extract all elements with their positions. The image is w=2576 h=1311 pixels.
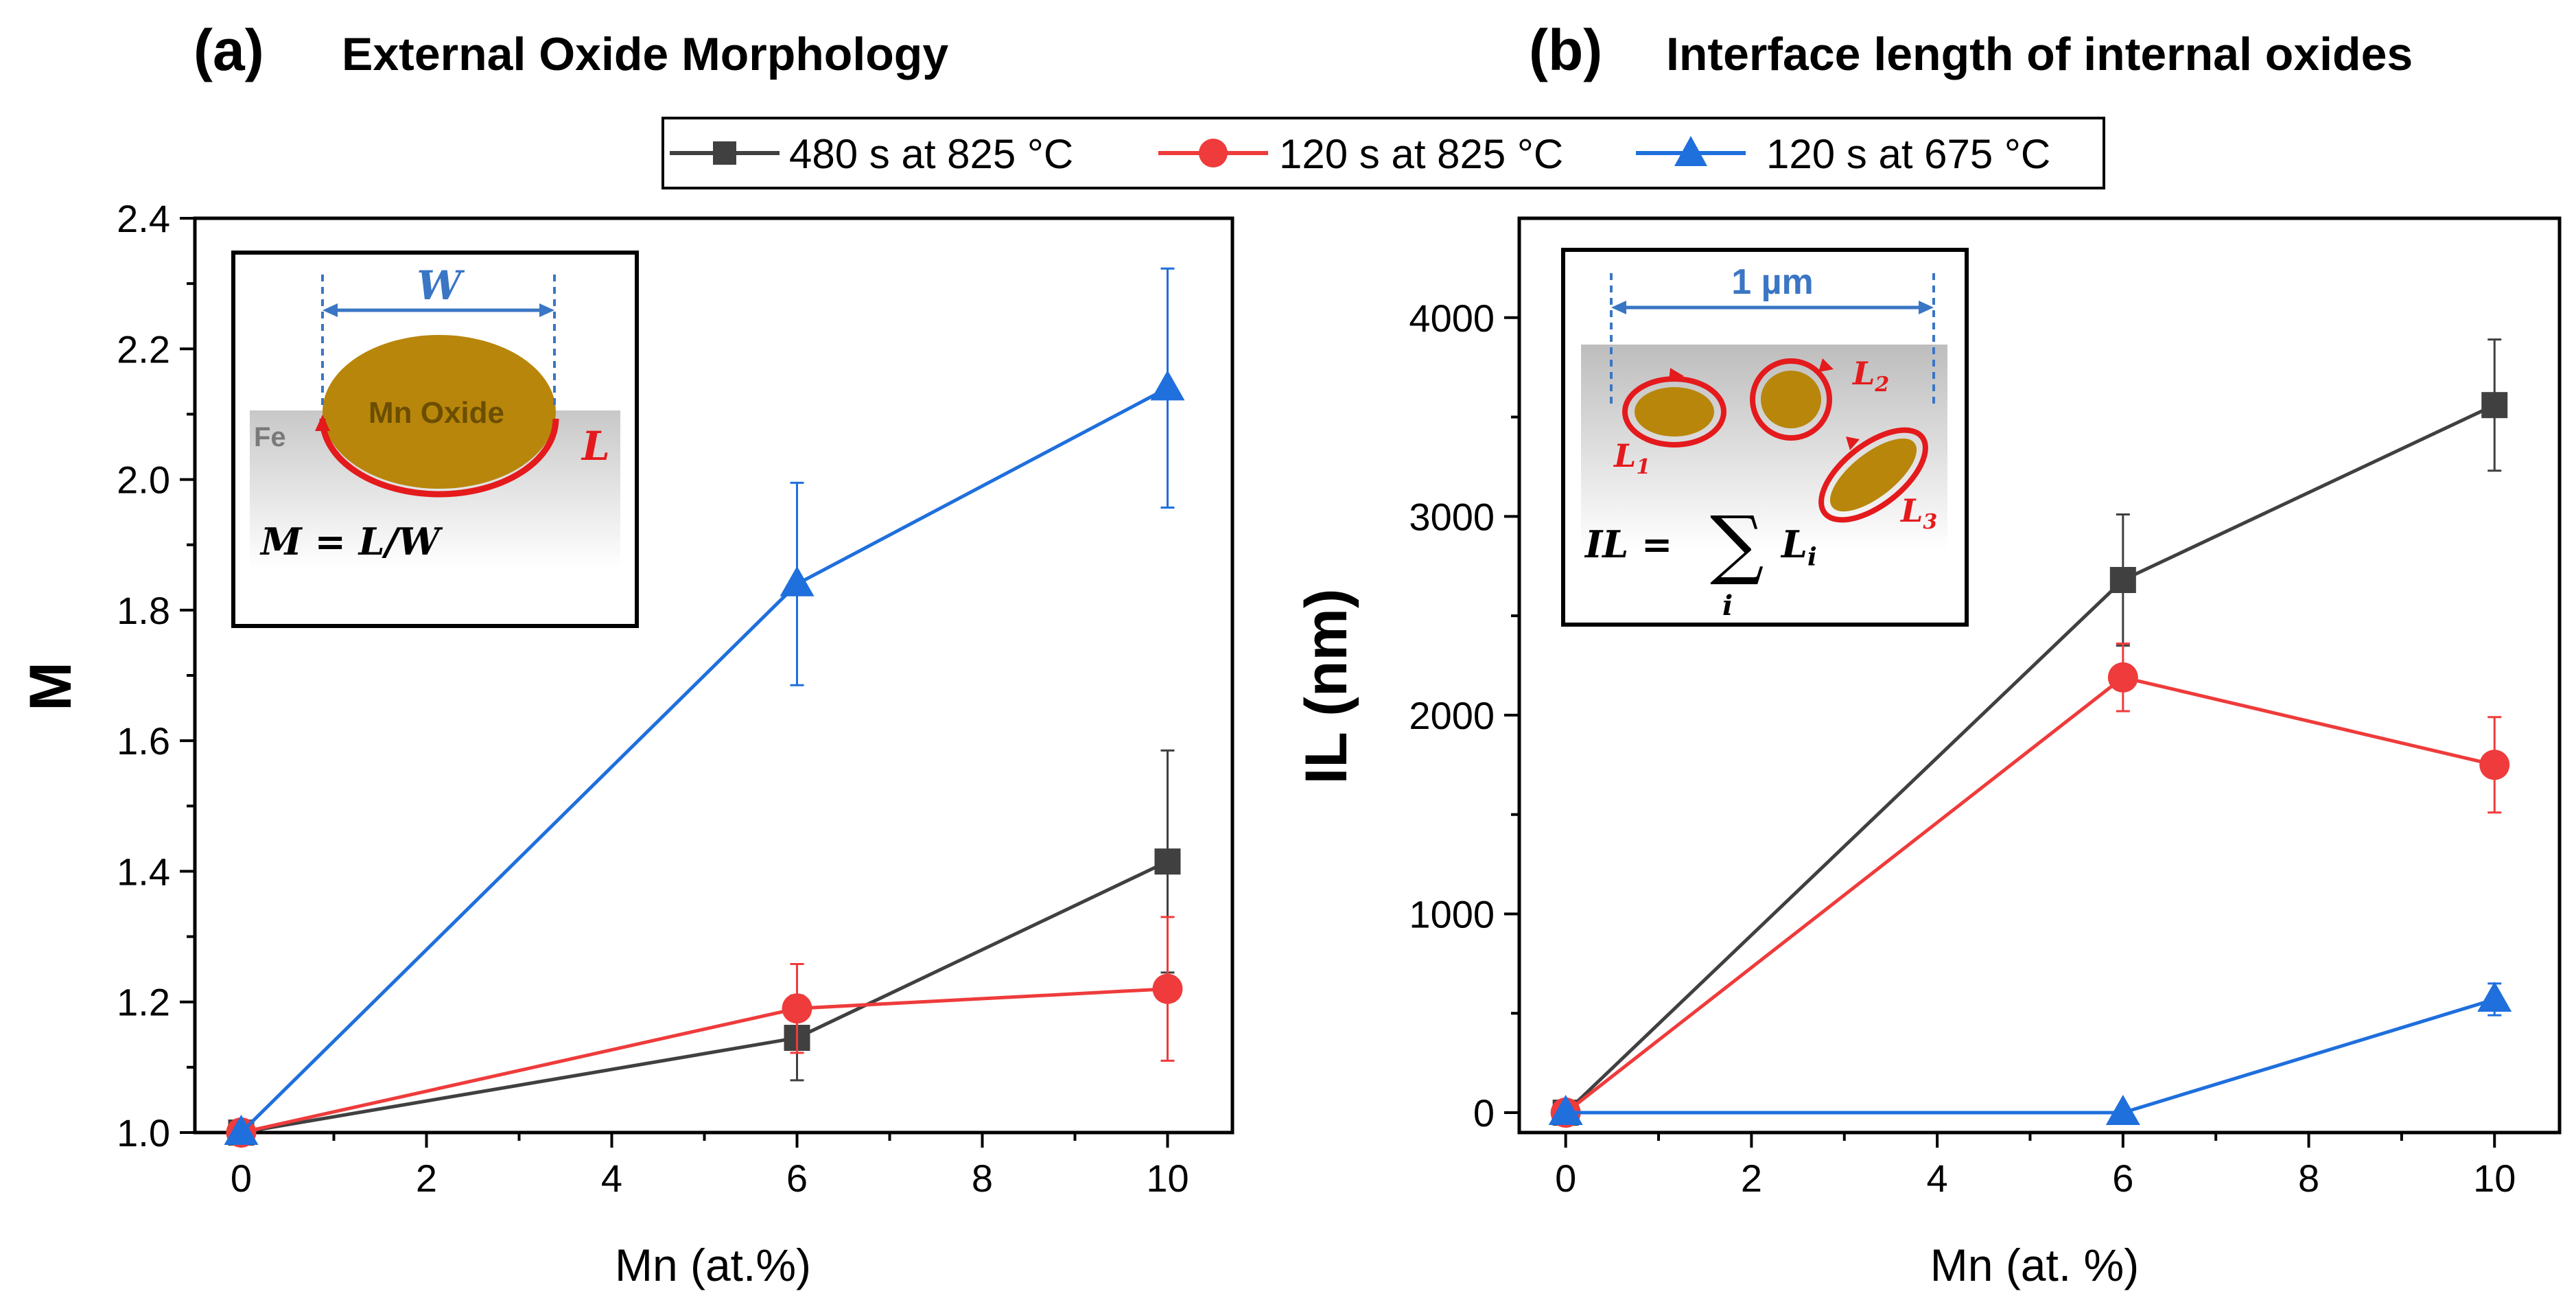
series-line [1565, 997, 2495, 1115]
legend-triangle-marker [1674, 136, 1707, 166]
panel-a-plot: 0 2 4 6 8 10 1.0 1.2 1.4 1.6 1.8 2.0 2.2 2.4 [117, 197, 1234, 1200]
oxide-3-outline [1818, 427, 1928, 523]
data-point-circle [1152, 973, 1183, 1004]
y-tick-label: 0 [1473, 1091, 1495, 1135]
series-a-circle [226, 916, 1183, 1148]
arc-arrowhead [315, 415, 330, 431]
x-tick-label: 4 [1927, 1157, 1948, 1200]
y-tick-label: 1.0 [117, 1111, 170, 1155]
y-tick-label: 3000 [1409, 495, 1495, 538]
data-point-square [2109, 567, 2136, 594]
data-point-triangle [2105, 1095, 2140, 1126]
formula-il-lhs: IL = [1584, 522, 1672, 566]
x-tick-label: 2 [416, 1157, 437, 1200]
legend: 480 s at 825 °C 120 s at 825 °C 120 s at… [661, 117, 2105, 189]
data-point-circle [782, 993, 812, 1024]
x-tick-label: 8 [2298, 1157, 2319, 1200]
panel-a-label: (a) [194, 18, 264, 82]
y-tick-label: 2.0 [117, 459, 170, 502]
y-axis-label-a: M [18, 662, 84, 711]
oxide-2-outline [1750, 358, 1832, 441]
x-tick-label: 0 [1555, 1157, 1576, 1200]
data-point-square [2481, 392, 2508, 419]
plot-frame-b [1517, 216, 2562, 1135]
x-tick-label: 2 [1741, 1157, 1762, 1200]
width-label: W [417, 262, 465, 309]
x-tick-label: 10 [1146, 1157, 1189, 1200]
data-point-triangle [2477, 981, 2512, 1012]
series-line [1565, 675, 2495, 1115]
x-tick-label: 10 [2473, 1157, 2516, 1200]
l2-label: L2 [1851, 355, 1889, 397]
scale-bar-label: 1 µm [1731, 262, 1814, 302]
length-label: L [581, 423, 610, 469]
y-tick-label: 1.6 [117, 719, 170, 763]
series-a-square [228, 749, 1181, 1146]
x-tick-label: 4 [601, 1157, 622, 1200]
panel-b-title: Interface length of internal oxides [1666, 28, 2413, 80]
x-tick-label: 6 [786, 1157, 808, 1200]
legend-square-marker [713, 141, 736, 165]
y-axis-label-b: IL (nm) [1293, 588, 1359, 784]
sum-index: i [1722, 590, 1733, 622]
l1-label: L1 [1613, 437, 1650, 479]
legend-label-120s-675: 120 s at 675 °C [1766, 131, 2050, 177]
y-tick-label: 2000 [1409, 694, 1495, 737]
substrate-label: Fe [254, 422, 286, 452]
y-tick-label: 2.2 [117, 327, 170, 371]
inset-a: W Mn Oxide Fe L M = L/W [231, 251, 639, 628]
series-b-triangle [1548, 981, 2512, 1126]
y-tick-label: 1.4 [117, 850, 170, 893]
panel-a-title: External Oxide Morphology [342, 28, 948, 80]
sum-term: Li [1780, 522, 1817, 572]
formula-m: M = L/W [259, 520, 443, 564]
x-tick-label: 6 [2112, 1157, 2133, 1200]
series-a-triangle [224, 267, 1185, 1145]
series-line [240, 987, 1168, 1135]
data-point-triangle [780, 566, 815, 596]
y-tick-label: 1.8 [117, 589, 170, 632]
legend-circle-marker [1199, 139, 1228, 167]
x-tick-label: 0 [231, 1157, 252, 1200]
x-axis-label-a: Mn (at.%) [615, 1240, 811, 1290]
data-point-triangle [1150, 370, 1185, 401]
interface-length-arc [319, 418, 559, 498]
y-tick-label: 2.4 [117, 197, 170, 240]
data-point-square [1154, 848, 1181, 875]
inset-b: 1 µm L1 L2 L3 IL = ∑ i Li [1561, 248, 1969, 627]
data-point-triangle [224, 1115, 259, 1145]
oxide-1 [1635, 387, 1714, 437]
y-tick-label: 4000 [1409, 297, 1495, 340]
legend-label-120s-825: 120 s at 825 °C [1279, 131, 1563, 177]
oxide-label: Mn Oxide [368, 396, 504, 430]
oxide-3 [1829, 438, 1917, 512]
data-point-circle [2479, 750, 2510, 780]
mn-oxide-particle [323, 335, 556, 489]
series-b-square [1552, 338, 2508, 1126]
oxide-2 [1761, 371, 1821, 428]
series-b-circle [1550, 642, 2510, 1128]
y-tick-label: 1.2 [117, 981, 170, 1024]
data-point-circle [2107, 662, 2138, 693]
data-point-triangle [1548, 1095, 1583, 1126]
x-tick-label: 8 [972, 1157, 993, 1200]
x-axis-label-b: Mn (at. %) [1930, 1240, 2139, 1290]
l3-label: L3 [1899, 492, 1937, 534]
panel-b-plot: 0 2 4 6 8 10 0 1000 2000 3000 4000 [1409, 216, 2562, 1200]
legend-label-480s-825: 480 s at 825 °C [789, 131, 1073, 177]
sum-symbol: ∑ [1710, 500, 1764, 588]
y-tick-label: 1000 [1409, 892, 1495, 936]
panel-b-label: (b) [1529, 18, 1602, 82]
